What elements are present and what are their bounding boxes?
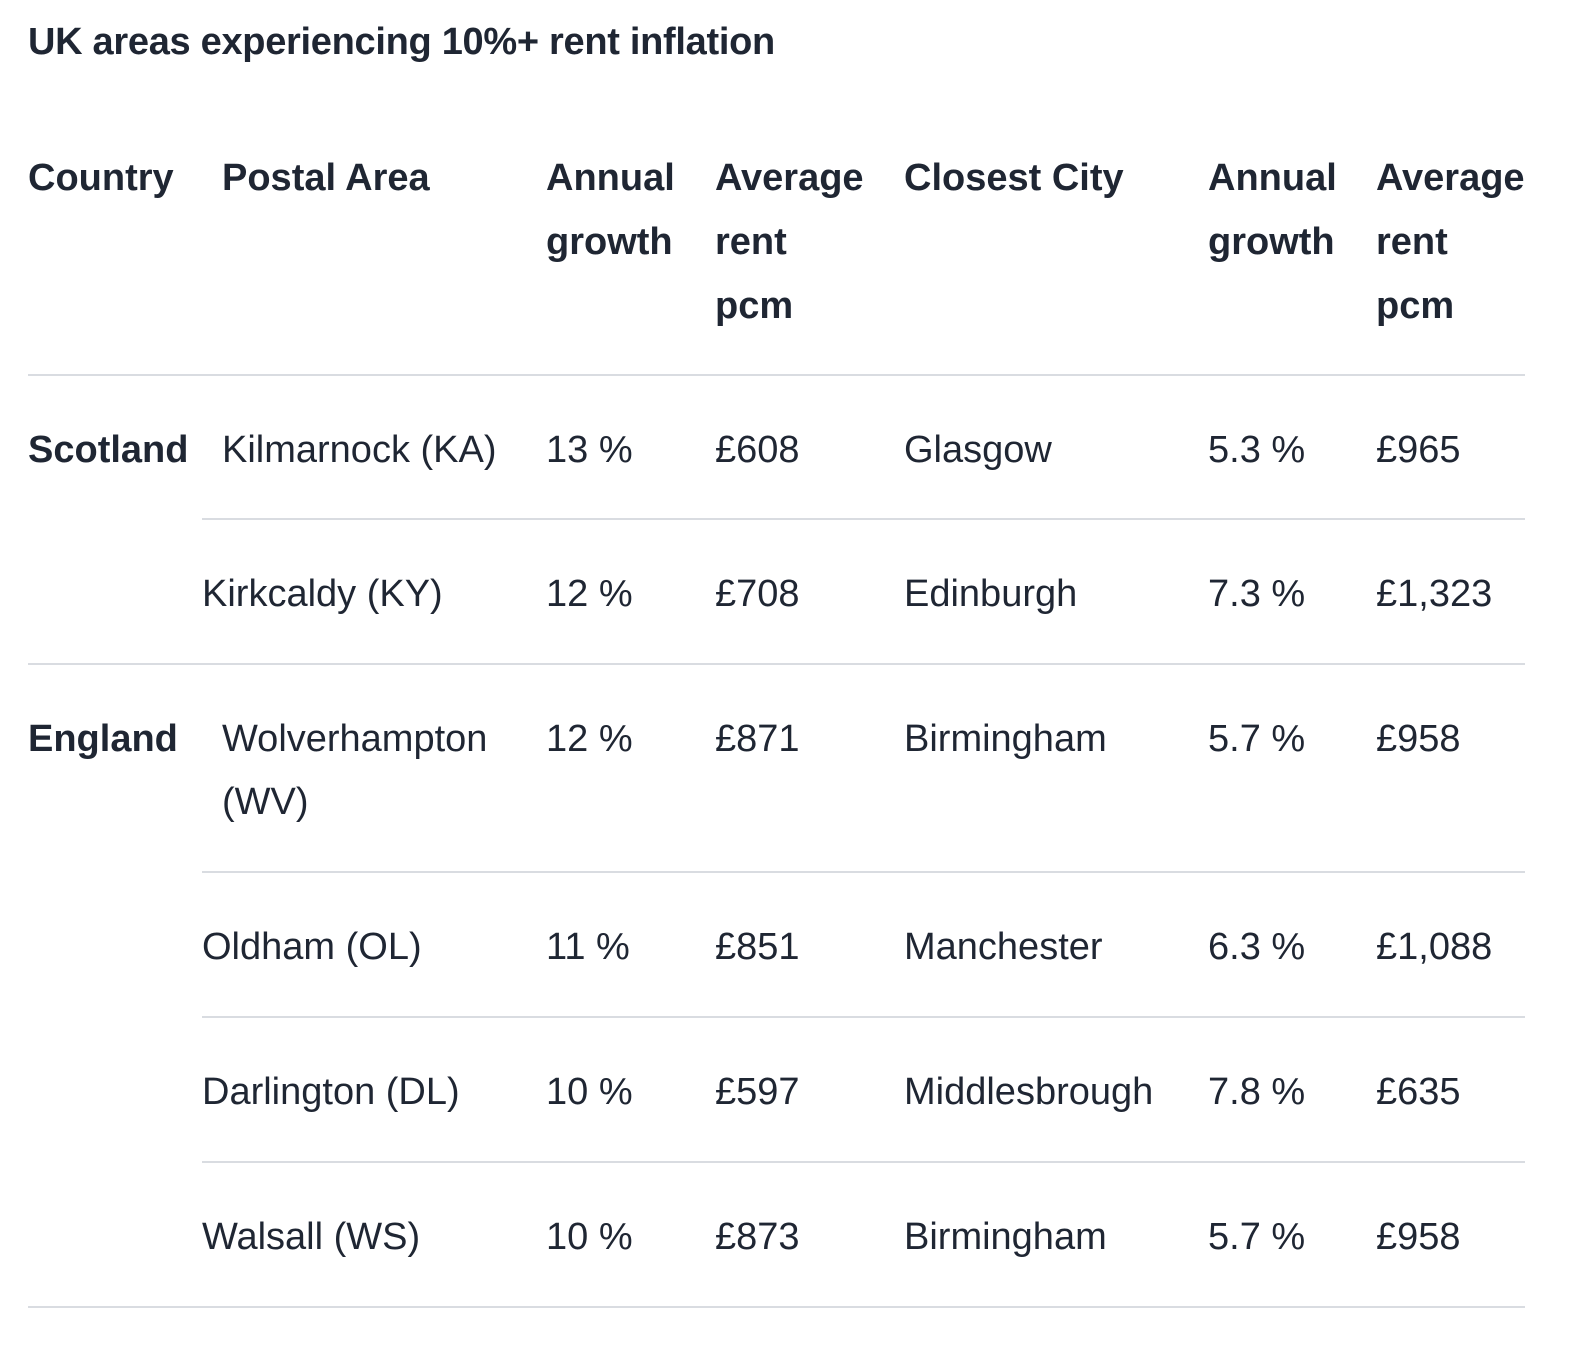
header-average-rent-line3: pcm [715, 285, 794, 327]
country-divider [28, 663, 1525, 665]
table-title: UK areas experiencing 10%+ rent inflatio… [28, 21, 775, 63]
closest-city-cell: Birmingham [904, 1216, 1107, 1258]
postal-area-cell: Kilmarnock (KA) [222, 429, 497, 471]
city-rent-cell: £965 [1376, 429, 1461, 471]
header-divider [28, 374, 1525, 376]
header-country: Country [28, 157, 174, 199]
city-growth-cell: 5.3 % [1208, 429, 1306, 471]
header-city-annual-growth-line2: growth [1208, 221, 1335, 263]
postal-area-cell: Darlington (DL) [202, 1071, 460, 1113]
closest-city-cell: Birmingham [904, 718, 1107, 760]
city-rent-cell: £1,088 [1376, 926, 1493, 968]
annual-growth-cell: 11 % [546, 926, 630, 968]
city-growth-cell: 5.7 % [1208, 718, 1306, 760]
header-closest-city: Closest City [904, 157, 1124, 199]
city-rent-cell: £958 [1376, 718, 1461, 760]
closest-city-cell: Glasgow [904, 429, 1052, 471]
closest-city-cell: Middlesbrough [904, 1071, 1154, 1113]
country-cell: England [28, 718, 178, 760]
average-rent-cell: £851 [715, 926, 800, 968]
postal-area-cell: Wolverhampton [222, 718, 488, 760]
postal-area-cell: Kirkcaldy (KY) [202, 573, 443, 615]
average-rent-cell: £608 [715, 429, 800, 471]
city-rent-cell: £635 [1376, 1071, 1461, 1113]
closest-city-cell: Edinburgh [904, 573, 1078, 615]
header-annual-growth-line2: growth [546, 221, 673, 263]
postal-area-cell: Walsall (WS) [202, 1216, 421, 1258]
row-divider [202, 518, 1525, 520]
header-average-rent-line1: Average [715, 157, 864, 199]
country-cell: Scotland [28, 429, 189, 471]
closest-city-cell: Manchester [904, 926, 1103, 968]
header-average-rent-line2: rent [715, 221, 787, 263]
city-growth-cell: 7.8 % [1208, 1071, 1306, 1113]
row-divider [202, 871, 1525, 873]
header-city-average-rent-line2: rent [1376, 221, 1448, 263]
postal-area-cell: Oldham (OL) [202, 926, 422, 968]
row-divider [202, 1161, 1525, 1163]
header-city-average-rent-line1: Average [1376, 157, 1525, 199]
average-rent-cell: £871 [715, 718, 800, 760]
annual-growth-cell: 12 % [546, 573, 633, 615]
average-rent-cell: £873 [715, 1216, 800, 1258]
row-divider [202, 1016, 1525, 1018]
annual-growth-cell: 12 % [546, 718, 633, 760]
average-rent-cell: £708 [715, 573, 800, 615]
city-growth-cell: 6.3 % [1208, 926, 1306, 968]
annual-growth-cell: 13 % [546, 429, 633, 471]
city-rent-cell: £1,323 [1376, 573, 1493, 615]
header-postal-area: Postal Area [222, 157, 430, 199]
header-city-average-rent-line3: pcm [1376, 285, 1455, 327]
table-bottom-divider [28, 1306, 1525, 1308]
city-rent-cell: £958 [1376, 1216, 1461, 1258]
header-annual-growth-line1: Annual [546, 157, 675, 199]
postal-area-cell-line2: (WV) [222, 781, 309, 823]
annual-growth-cell: 10 % [546, 1216, 633, 1258]
annual-growth-cell: 10 % [546, 1071, 633, 1113]
average-rent-cell: £597 [715, 1071, 800, 1113]
city-growth-cell: 5.7 % [1208, 1216, 1306, 1258]
header-city-annual-growth-line1: Annual [1208, 157, 1337, 199]
city-growth-cell: 7.3 % [1208, 573, 1306, 615]
